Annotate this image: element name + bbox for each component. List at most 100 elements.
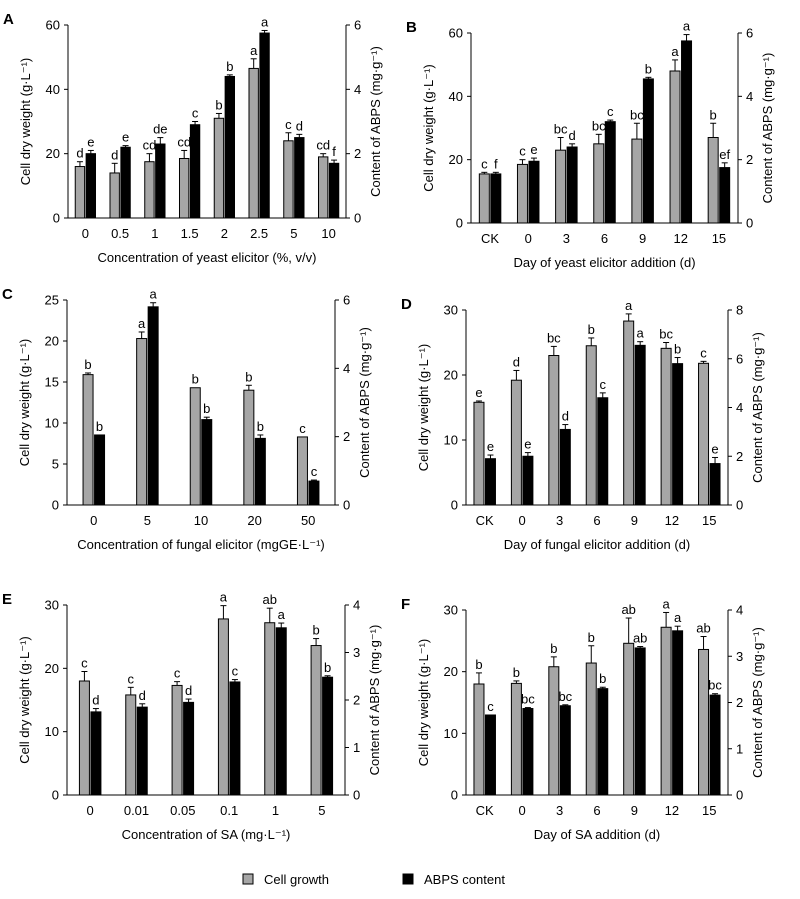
x-tick-label: 0.05: [170, 803, 195, 818]
y-tick-label-right: 2: [353, 693, 360, 708]
significance-letter: bc: [592, 118, 606, 133]
significance-letter: d: [513, 354, 520, 369]
significance-letter: a: [637, 326, 645, 341]
x-axis-title: Day of fungal elicitor addition (d): [504, 537, 690, 552]
bar-cell-growth: [125, 694, 137, 796]
significance-letter: c: [81, 656, 88, 671]
significance-letter: de: [153, 122, 167, 137]
bar-abps-content: [120, 146, 131, 219]
x-tick-label: 1: [272, 803, 279, 818]
x-tick-label: 0: [82, 226, 89, 241]
bar-abps-content: [490, 173, 502, 224]
y-tick-label-right: 8: [736, 303, 743, 318]
y-tick-label-left: 20: [45, 334, 59, 349]
y-tick-label-left: 0: [52, 788, 59, 803]
significance-letter: b: [257, 419, 264, 434]
bar-abps-content: [94, 434, 106, 506]
significance-letter: ef: [719, 147, 730, 162]
bar-cell-growth: [473, 401, 485, 506]
y-tick-label-right: 2: [736, 695, 743, 710]
y-tick-label-right: 1: [736, 741, 743, 756]
significance-letter: b: [588, 630, 595, 645]
x-tick-label: 0: [87, 803, 94, 818]
x-tick-label: 2.5: [250, 226, 268, 241]
y-tick-label-right: 0: [353, 788, 360, 803]
significance-letter: e: [530, 142, 537, 157]
y-axis-title-right: Content of ABPS (mg·g⁻¹): [750, 627, 765, 778]
y-tick-label-right: 2: [354, 146, 361, 161]
x-axis-title: Concentration of SA (mg·L⁻¹): [122, 827, 291, 842]
x-tick-label: 0: [519, 803, 526, 818]
bar-cell-growth: [707, 137, 719, 224]
x-tick-label: 1.5: [181, 226, 199, 241]
significance-letter: c: [519, 144, 526, 159]
y-tick-label-left: 30: [45, 598, 59, 613]
y-tick-label-left: 15: [45, 375, 59, 390]
y-tick-label-left: 20: [444, 368, 458, 383]
bar-abps-content: [642, 78, 654, 224]
significance-letter: ab: [263, 592, 277, 607]
bar-cell-growth: [310, 645, 322, 796]
x-tick-label: 3: [563, 231, 570, 246]
x-tick-label: 0: [90, 513, 97, 528]
bar-abps-content: [709, 694, 721, 796]
significance-letter: d: [92, 693, 99, 708]
significance-letter: d: [568, 128, 575, 143]
bar-cell-growth: [548, 355, 560, 506]
x-tick-label: 1: [151, 226, 158, 241]
x-tick-label: 50: [301, 513, 315, 528]
x-tick-label: 20: [247, 513, 261, 528]
significance-letter: ab: [633, 631, 647, 646]
y-tick-label-right: 3: [353, 645, 360, 660]
panel-label: D: [401, 296, 412, 313]
y-tick-label-right: 6: [354, 18, 361, 33]
significance-letter: b: [588, 322, 595, 337]
y-tick-label-left: 25: [45, 293, 59, 308]
panel-c: C 0 5 10 15 20 25 0 2 4 6 Cell dry weight (g·L⁻¹) Co…: [2, 286, 372, 552]
bar-cell-growth: [555, 149, 567, 224]
significance-letter: c: [700, 345, 707, 360]
significance-letter: b: [245, 369, 252, 384]
bar-abps-content: [709, 463, 721, 506]
panel-label: F: [401, 596, 410, 613]
bar-cell-growth: [317, 156, 329, 219]
y-tick-label-right: 4: [736, 400, 743, 415]
significance-letter: bc: [630, 107, 644, 122]
significance-letter: c: [481, 156, 488, 171]
y-tick-label-left: 20: [46, 146, 60, 161]
y-tick-label-left: 0: [451, 788, 458, 803]
x-tick-label: 9: [631, 513, 638, 528]
bar-cell-growth: [623, 642, 635, 796]
x-tick-label: 12: [665, 803, 679, 818]
bar-abps-content: [719, 167, 731, 224]
y-tick-label-left: 0: [456, 216, 463, 231]
x-tick-label: 5: [290, 226, 297, 241]
significance-letter: a: [683, 19, 691, 34]
bar-cell-growth: [593, 143, 605, 224]
bar-cell-growth: [669, 70, 681, 224]
bar-abps-content: [597, 397, 609, 506]
bar-cell-growth: [213, 117, 225, 219]
y-axis-title-left: Cell dry weight (g·L⁻¹): [17, 636, 32, 764]
y-tick-label-left: 10: [444, 726, 458, 741]
y-axis-title-right: Content of ABPS (mg·g⁻¹): [357, 327, 372, 478]
y-tick-label-right: 4: [746, 89, 753, 104]
significance-letter: b: [674, 342, 681, 357]
bar-abps-content: [597, 688, 609, 796]
significance-letter: e: [487, 439, 494, 454]
significance-letter: e: [475, 385, 482, 400]
significance-letter: c: [607, 104, 614, 119]
y-tick-label-right: 0: [746, 216, 753, 231]
bar-abps-content: [672, 630, 684, 796]
x-tick-label: 6: [601, 231, 608, 246]
significance-letter: bc: [708, 678, 722, 693]
bar-abps-content: [294, 137, 305, 219]
y-tick-label-left: 60: [46, 18, 60, 33]
significance-letter: b: [84, 357, 91, 372]
bar-cell-growth: [698, 362, 710, 506]
x-tick-label: 12: [674, 231, 688, 246]
